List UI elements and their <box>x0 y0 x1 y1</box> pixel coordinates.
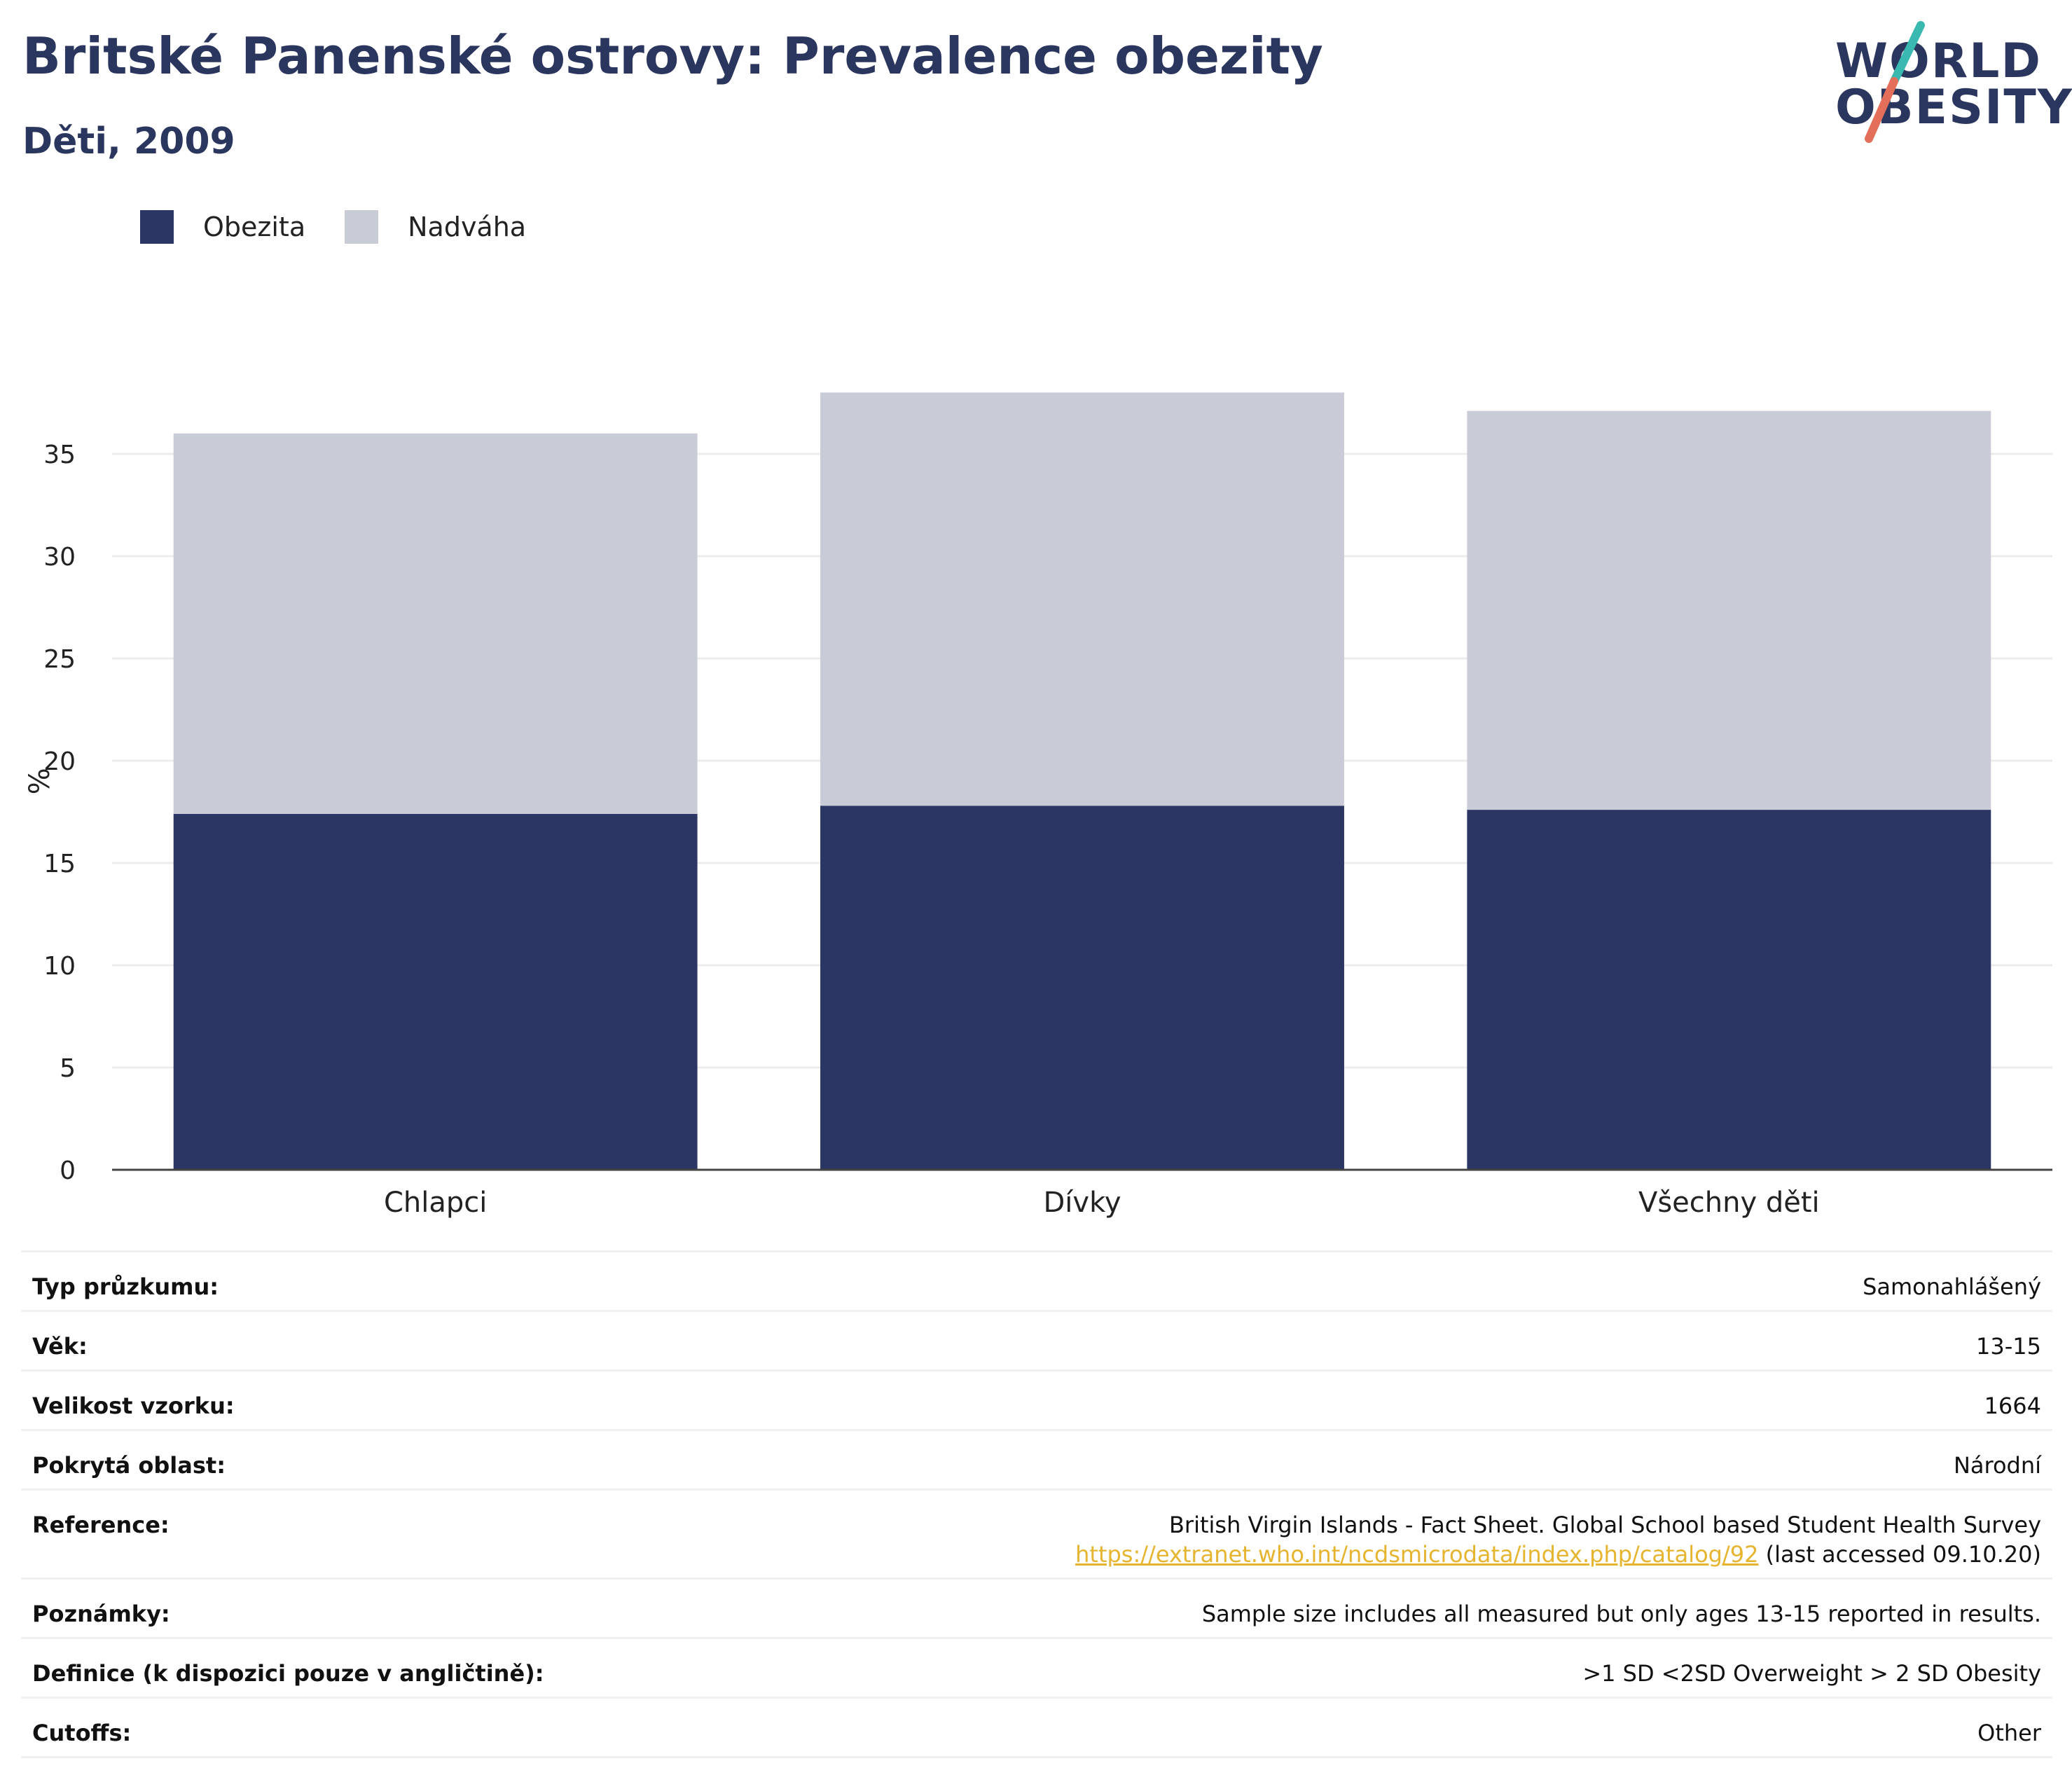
info-value-reference: British Virgin Islands - Fact Sheet. Glo… <box>733 1489 2052 1579</box>
reference-text: British Virgin Islands - Fact Sheet. Glo… <box>1168 1512 2041 1538</box>
info-row-age: Věk: 13-15 <box>21 1310 2052 1371</box>
info-value: Národní <box>733 1429 2052 1490</box>
info-row-definition: Definice (k dispozici pouze v angličtině… <box>21 1637 2052 1698</box>
info-label: Poznámky: <box>21 1577 734 1638</box>
logo-line-1: WORLD <box>1835 34 2042 89</box>
reference-link-line: https://extranet.who.int/ncdsmicrodata/i… <box>745 1541 2041 1568</box>
info-value: 1664 <box>733 1369 2052 1430</box>
y-tick-label: 0 <box>60 1156 76 1185</box>
info-row-area: Pokrytá oblast: Národní <box>21 1429 2052 1490</box>
survey-info-table: Typ průzkumu: Samonahlášený Věk: 13-15 V… <box>21 1250 2052 1758</box>
bar-obesity <box>1467 810 1991 1170</box>
stacked-bar-chart: 0 5 10 15 20 25 30 35% Chlapci Dívky Všechny děti <box>24 392 2052 1219</box>
bar-overweight <box>173 433 698 814</box>
legend-item-overweight[interactable]: Nadváha <box>345 210 526 244</box>
info-row-notes: Poznámky: Sample size includes all measu… <box>21 1577 2052 1638</box>
y-tick-label: 25 <box>43 645 76 674</box>
info-label: Reference: <box>21 1489 734 1579</box>
bar-overweight <box>820 392 1344 806</box>
info-label: Typ průzkumu: <box>21 1250 734 1311</box>
page-subtitle: Děti, 2009 <box>22 120 235 163</box>
info-label: Pokrytá oblast: <box>21 1429 734 1490</box>
info-value: Samonahlášený <box>733 1250 2052 1311</box>
y-tick-label: 5 <box>60 1054 76 1083</box>
info-row-reference: Reference: British Virgin Islands - Fact… <box>21 1489 2052 1579</box>
legend-swatch-obesity <box>140 210 174 244</box>
info-label: Věk: <box>21 1310 734 1371</box>
info-row-survey-type: Typ průzkumu: Samonahlášený <box>21 1250 2052 1311</box>
world-obesity-logo: WORLD OBESITY <box>1821 21 2072 147</box>
legend-label-obesity: Obezita <box>203 212 306 242</box>
reference-link[interactable]: https://extranet.who.int/ncdsmicrodata/i… <box>1075 1541 1759 1568</box>
bar-obesity <box>173 813 698 1170</box>
x-tick-label: Dívky <box>1044 1187 1121 1219</box>
x-tick-label: Všechny děti <box>1638 1187 1820 1219</box>
info-value: Sample size includes all measured but on… <box>733 1577 2052 1638</box>
legend-swatch-overweight <box>345 210 379 244</box>
y-tick-label: 20 <box>43 747 76 776</box>
reference-suffix: (last accessed 09.10.20) <box>1758 1541 2041 1568</box>
info-value: >1 SD <2SD Overweight > 2 SD Obesity <box>733 1637 2052 1698</box>
logo-slash-icon <box>1865 21 1925 143</box>
y-tick-label: 10 <box>43 952 76 981</box>
y-tick-label: 15 <box>43 850 76 878</box>
x-tick-label: Chlapci <box>384 1187 487 1219</box>
y-tick-label: 30 <box>43 543 76 572</box>
info-row-cutoffs: Cutoffs: Other <box>21 1697 2052 1758</box>
legend-item-obesity[interactable]: Obezita <box>140 210 305 244</box>
legend-label-overweight: Nadváha <box>408 212 527 242</box>
info-label: Definice (k dispozici pouze v angličtině… <box>21 1637 734 1698</box>
info-label: Cutoffs: <box>21 1697 734 1758</box>
y-tick-label: 35 <box>43 441 76 469</box>
info-value: Other <box>733 1697 2052 1758</box>
chart-legend: Obezita Nadváha <box>140 207 565 247</box>
info-value: 13-15 <box>733 1310 2052 1371</box>
page-title: Britské Panenské ostrovy: Prevalence obe… <box>22 27 1323 85</box>
info-row-sample-size: Velikost vzorku: 1664 <box>21 1369 2052 1430</box>
info-label: Velikost vzorku: <box>21 1369 734 1430</box>
y-axis-label: % <box>24 768 56 794</box>
bar-overweight <box>1467 410 1991 810</box>
bar-obesity <box>820 806 1344 1170</box>
